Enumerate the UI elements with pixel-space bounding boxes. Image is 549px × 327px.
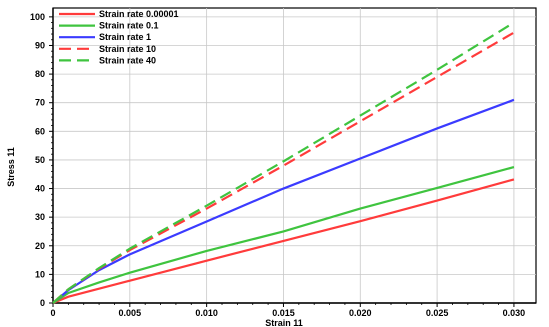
- y-tick-label: 50: [35, 155, 45, 165]
- y-tick-label: 60: [35, 126, 45, 136]
- series-lines: [52, 21, 515, 305]
- y-tick-label: 90: [35, 40, 45, 50]
- legend-label: Strain rate 0.1: [99, 21, 159, 31]
- series-line: [52, 31, 515, 304]
- y-axis-label: Stress 11: [6, 147, 16, 187]
- x-tick-label: 0.030: [503, 308, 526, 318]
- x-tick-label: 0.005: [119, 308, 142, 318]
- series-line: [52, 178, 515, 305]
- series-line: [52, 21, 515, 304]
- x-tick-label: 0.010: [195, 308, 218, 318]
- y-tick-label: 100: [30, 12, 45, 22]
- y-tick-label: 80: [35, 69, 45, 79]
- series-line: [52, 166, 515, 304]
- x-axis-label: Strain 11: [265, 318, 303, 327]
- x-tick-label: 0.025: [426, 308, 449, 318]
- series-line: [52, 98, 515, 304]
- legend-label: Strain rate 0.00001: [99, 9, 179, 19]
- x-tick-label: 0.015: [272, 308, 295, 318]
- y-tick-label: 10: [35, 269, 45, 279]
- legend-label: Strain rate 1: [99, 32, 151, 42]
- y-tick-label: 0: [40, 298, 45, 308]
- legend-label: Strain rate 10: [99, 44, 156, 54]
- x-tick-label: 0.020: [349, 308, 372, 318]
- y-tick-label: 70: [35, 98, 45, 108]
- y-tick-label: 30: [35, 212, 45, 222]
- tick-labels: 0 10 20 30 40 50 60 70 80 90 100 0 0.005 0.010 0.015 0.…: [30, 12, 525, 318]
- y-tick-label: 40: [35, 184, 45, 194]
- legend-label: Strain rate 40: [99, 55, 156, 65]
- axes: [49, 8, 536, 307]
- y-tick-label: 20: [35, 241, 45, 251]
- x-tick-label: 0: [50, 308, 55, 318]
